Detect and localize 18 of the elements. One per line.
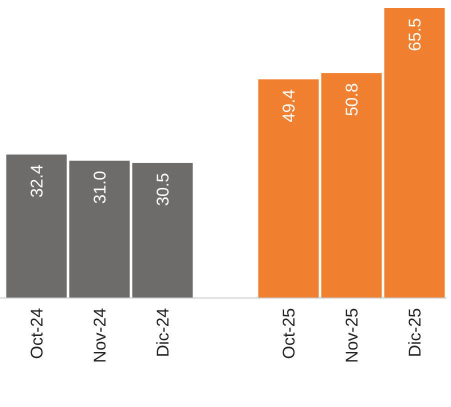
- data-label: 30.5: [154, 172, 172, 206]
- x-tick-label: Dic-24: [154, 308, 172, 358]
- data-label: 65.5: [406, 18, 424, 52]
- x-tick-label: Dic-25: [406, 308, 424, 358]
- bar: [384, 8, 445, 298]
- x-tick-label: Oct-24: [28, 308, 46, 360]
- data-label: 49.4: [280, 89, 298, 122]
- x-tick-label: Nov-24: [90, 308, 110, 363]
- bar: [6, 154, 67, 298]
- bar: [321, 73, 382, 298]
- data-label: 31.0: [90, 170, 110, 204]
- bar: [258, 79, 319, 298]
- data-label: 32.4: [28, 164, 46, 198]
- bar: [69, 160, 130, 298]
- data-label: 50.8: [342, 83, 362, 116]
- x-tick-label: Oct-25: [280, 308, 298, 360]
- x-tick-label: Nov-25: [342, 308, 362, 363]
- bar: [132, 162, 193, 298]
